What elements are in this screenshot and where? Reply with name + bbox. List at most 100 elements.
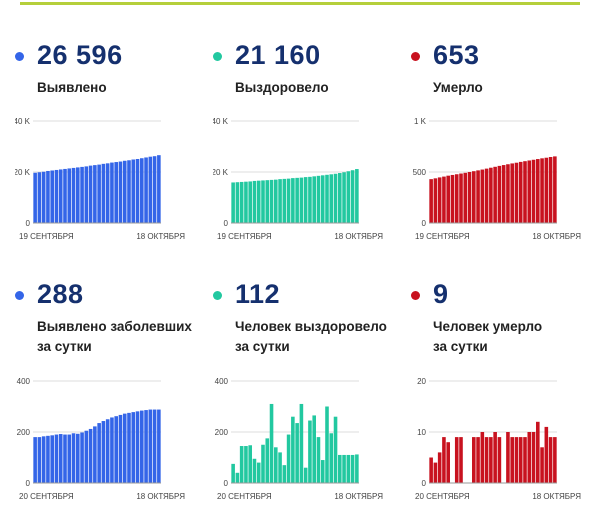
deaths-total-chart: 0 500 1 K 19 СЕНТЯБРЯ 18 ОКТЯБРЯ (413, 117, 582, 241)
bar (50, 435, 54, 483)
top-accent-line (20, 2, 580, 5)
bar (244, 446, 248, 483)
bar (261, 444, 265, 483)
y-tick-label: 1 K (414, 117, 427, 126)
stat-label-line2: за сутки (433, 339, 488, 354)
bar (480, 432, 485, 483)
bar (122, 160, 127, 223)
y-tick-label: 20 (417, 377, 426, 386)
bar (248, 445, 252, 483)
stat-label-line2: за сутки (37, 339, 92, 354)
bar (105, 163, 110, 223)
bar (118, 161, 123, 223)
bar (338, 173, 342, 223)
bar (76, 433, 80, 483)
bar (433, 178, 438, 223)
bar (144, 410, 148, 483)
bar (531, 159, 536, 223)
bar (282, 178, 287, 223)
bar (295, 177, 299, 223)
bar (118, 414, 123, 483)
bar (316, 175, 321, 223)
recovered-daily-chart: 0 200 400 20 СЕНТЯБРЯ 18 ОКТЯБРЯ (215, 377, 384, 501)
bar (261, 180, 265, 223)
bar (235, 472, 240, 483)
bar (506, 432, 510, 483)
bar (291, 416, 295, 483)
bar (286, 434, 291, 483)
x-start-label: 20 СЕНТЯБРЯ (217, 492, 272, 501)
bar (548, 157, 553, 223)
bar (446, 442, 450, 483)
bar (67, 434, 72, 483)
bar (97, 423, 101, 483)
y-tick-label: 400 (215, 377, 229, 386)
bar (527, 432, 532, 483)
bar (41, 171, 46, 223)
bar (93, 165, 97, 223)
bar (442, 437, 446, 483)
bar (63, 168, 67, 223)
x-start-label: 19 СЕНТЯБРЯ (415, 232, 470, 241)
bar (308, 176, 312, 223)
bar (459, 173, 463, 223)
series-dot (411, 291, 420, 300)
bar (46, 435, 50, 483)
bar (497, 437, 502, 483)
bar (501, 165, 506, 223)
y-tick-label: 200 (215, 428, 229, 437)
x-end-label: 18 ОКТЯБРЯ (334, 232, 383, 241)
bar (514, 437, 519, 483)
stat-label-line1: Человек умерло (433, 319, 543, 334)
x-end-label: 18 ОКТЯБРЯ (532, 232, 581, 241)
y-tick-label: 200 (17, 428, 31, 437)
bar (463, 172, 468, 223)
stat-label: Выздоровело (235, 80, 329, 95)
bar (54, 434, 59, 483)
bar (140, 410, 144, 483)
bar (472, 171, 476, 223)
bar (114, 416, 118, 483)
bar (84, 430, 89, 483)
bar (506, 164, 510, 223)
series-dot (213, 52, 222, 61)
x-end-label: 18 ОКТЯБРЯ (136, 492, 185, 501)
bar (480, 169, 485, 223)
bar (93, 426, 97, 483)
bar (148, 156, 153, 223)
bar (308, 420, 312, 483)
bar (437, 177, 442, 223)
panel-detected-daily: 288 Выявлено заболевших за сутки 0 200 400… (15, 277, 195, 501)
deaths-daily-chart: 0 10 20 20 СЕНТЯБРЯ 18 ОКТЯБРЯ (415, 377, 581, 501)
bar (489, 437, 493, 483)
bar (152, 156, 157, 223)
bar (472, 437, 476, 483)
bar (510, 163, 514, 223)
bar (493, 432, 497, 483)
y-tick-label: 400 (17, 377, 31, 386)
bar (350, 170, 355, 223)
bar (131, 412, 136, 483)
bar (244, 181, 248, 223)
x-start-label: 19 СЕНТЯБРЯ (217, 232, 272, 241)
bar (282, 465, 287, 483)
bar (489, 167, 493, 223)
series-dot (15, 291, 24, 300)
bar (299, 403, 304, 483)
bar (88, 428, 93, 483)
bar (235, 182, 240, 223)
panel-detected-total: 26 596 Выявлено 0 20 K 40 K 19 СЕНТЯБРЯ 18 О… (15, 38, 195, 241)
bar (553, 437, 557, 483)
bar (114, 162, 118, 223)
stat-value: 26 596 (37, 40, 123, 70)
y-tick-label: 10 (417, 428, 426, 437)
bar (157, 155, 161, 223)
bar (312, 176, 316, 223)
bar (265, 180, 270, 223)
bar (454, 437, 459, 483)
bar (303, 467, 308, 483)
bar (101, 421, 106, 483)
bar (291, 178, 295, 223)
y-tick-label: 0 (26, 219, 31, 228)
bar (548, 437, 553, 483)
